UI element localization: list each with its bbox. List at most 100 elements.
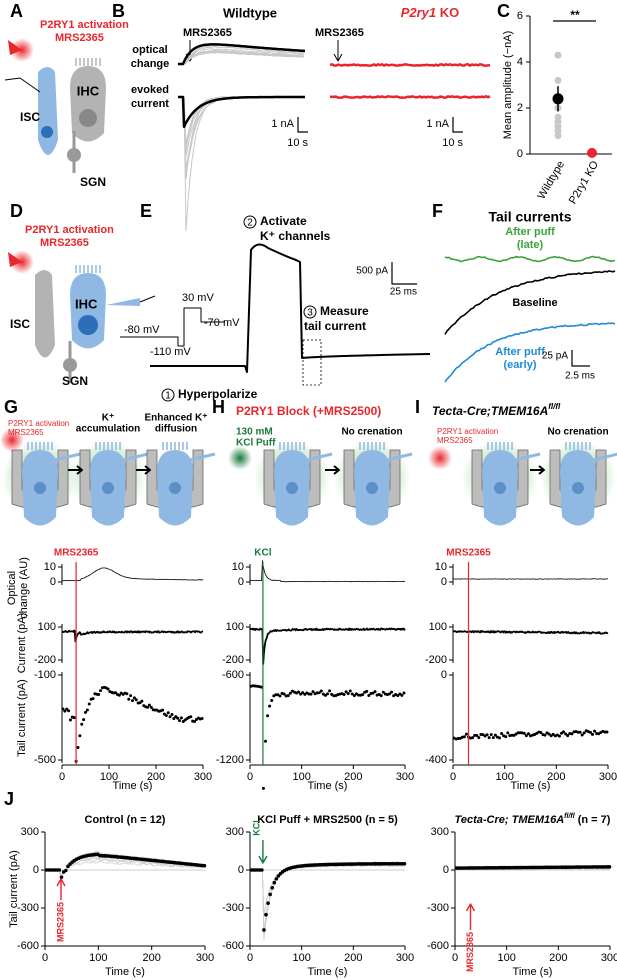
x-tick-label: 300 [601, 952, 617, 964]
label: Wildtype [223, 5, 277, 20]
trace-gray [249, 861, 406, 942]
cell [70, 273, 106, 349]
y-tick-label: -200 [425, 654, 447, 666]
drug-arrow [56, 878, 66, 900]
dot [578, 730, 582, 734]
arrow [68, 465, 83, 475]
label: IHC [75, 296, 98, 311]
scale-bar [297, 117, 308, 133]
dot [189, 715, 193, 719]
label: 130 mM [236, 427, 273, 438]
dot [388, 692, 391, 696]
dot [99, 689, 103, 693]
dot [301, 691, 305, 695]
dot [200, 716, 204, 720]
dot [266, 714, 270, 718]
arrow [530, 465, 545, 475]
dot [84, 710, 87, 714]
y-tick-label: -600 [427, 940, 449, 952]
dot [471, 736, 475, 740]
label: KCl Puff [236, 438, 276, 449]
dot [125, 692, 129, 696]
dot [400, 693, 404, 697]
dot [381, 690, 385, 694]
dot [582, 731, 586, 735]
label: ISC [10, 317, 30, 331]
dot [274, 693, 278, 697]
x-tick-label: 100 [497, 952, 515, 964]
dot [261, 786, 265, 790]
dot [61, 707, 65, 711]
drug-arrow [465, 903, 476, 930]
dot [63, 709, 67, 713]
y-tick-label: 6 [517, 10, 523, 22]
trace-baseline [444, 270, 616, 335]
dot [161, 708, 165, 712]
dot [570, 732, 574, 736]
y-tick-label: 10 [44, 561, 56, 573]
dot [168, 715, 172, 719]
y-tick-label: -600 [222, 669, 244, 681]
nucleus [41, 126, 53, 138]
ko-gene: P2ry1 [401, 5, 436, 20]
scale-bar [391, 262, 417, 285]
panel-letter: I [415, 397, 420, 417]
dot [179, 716, 183, 720]
dot [309, 692, 313, 696]
y-tick-label: 100 [226, 621, 244, 633]
label: Hyperpolarize [178, 387, 258, 401]
nucleus [34, 482, 46, 494]
pipette [8, 40, 22, 55]
drug-arrow [258, 840, 268, 864]
x-tick-label: 300 [196, 952, 214, 964]
electrode [4, 77, 21, 81]
dot [274, 877, 279, 881]
electrode [19, 77, 41, 93]
label: ISC [20, 110, 40, 124]
zoom-box [302, 339, 322, 386]
nucleus [494, 482, 506, 494]
label: KCl [251, 820, 261, 836]
dot [373, 690, 377, 694]
dot [344, 690, 348, 694]
dot [361, 693, 365, 697]
dot [477, 736, 481, 740]
dot [580, 733, 584, 737]
x-tick-label: 100 [292, 771, 310, 783]
dot [178, 719, 181, 723]
y-tick-label: -300 [222, 902, 244, 914]
dot [117, 693, 121, 697]
arrow [136, 465, 151, 475]
x-tick-label: 200 [549, 952, 567, 964]
dot [80, 722, 84, 726]
dot [282, 692, 286, 696]
x-axis-label: Time (s) [308, 780, 348, 792]
label: Current (pA) [16, 613, 28, 674]
dot [317, 691, 321, 695]
y-tick-label: 100 [38, 621, 56, 633]
label: Tail current (pA) [16, 679, 28, 757]
y-tick-label: 0 [238, 864, 244, 876]
x-tick-label: 0 [450, 771, 456, 783]
ko-point [587, 147, 597, 158]
dot [396, 694, 400, 698]
panel-letter: E [140, 201, 152, 221]
dot [127, 697, 131, 701]
x-tick-label: 300 [396, 952, 414, 964]
arrow [325, 465, 340, 475]
dot [462, 735, 466, 739]
dot [131, 699, 134, 703]
x-tick-label: 300 [194, 771, 212, 783]
nucleus [169, 482, 181, 494]
label: Enhanced K⁺ [144, 413, 207, 424]
label: 1 nA [426, 118, 449, 130]
dot [526, 732, 530, 736]
label: K⁺ [102, 413, 115, 424]
dot [551, 732, 555, 736]
dot [506, 731, 510, 735]
label: KCl [254, 548, 271, 559]
panel-title: KCl Puff + MRS2500 (n = 5) [257, 814, 398, 826]
y-tick-label: 0 [517, 148, 523, 160]
title-sup: fl/fl [564, 813, 576, 820]
